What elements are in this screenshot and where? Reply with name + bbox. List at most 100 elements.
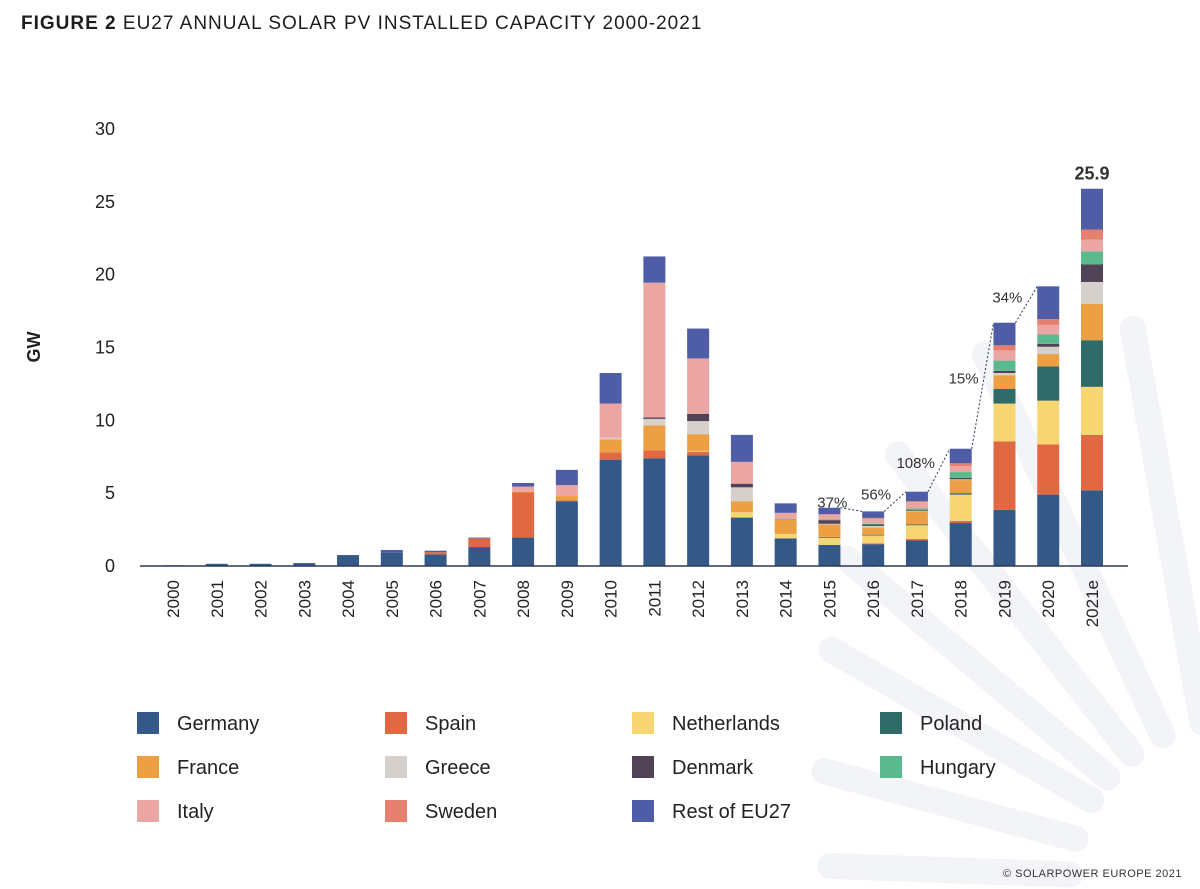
sunburst-ray [884,441,1145,767]
bar-segment-poland [1081,340,1103,387]
bar-segment-italy [1037,324,1060,335]
legend-swatch [137,800,159,822]
bar-segment-germany [599,459,622,566]
legend-label: France [177,757,239,779]
bar-segment-germany [862,544,885,566]
bar-segment-netherlands [730,512,753,518]
bar-segment-hungary [1081,251,1103,265]
bar-stack-2019 [993,322,1016,566]
bar-segment-spain [730,517,753,519]
legend-label: Sweden [425,801,497,823]
bar-segment-spain [993,441,1016,510]
bar-stack-2018 [949,448,972,566]
bar-stack-2016 [862,511,885,566]
bar-segment-sweden [949,463,972,467]
legend-item-denmark: Denmark [632,756,754,779]
x-tick-label: 2017 [908,580,927,618]
bar-stack-2006 [424,550,447,566]
bar-segment-netherlands [1081,386,1103,435]
bar-segment-germany [1037,494,1060,566]
x-tick-label: 2012 [689,580,708,618]
bar-segment-france [687,434,710,451]
bar-segment-germany [380,552,403,566]
bar-segment-germany [993,509,1016,566]
bar-segment-netherlands [687,450,710,452]
bar-segment-netherlands [774,533,797,539]
bar-segment-greece [730,487,753,502]
y-tick-label: 20 [95,265,115,285]
bar-segment-spain [862,543,885,545]
bar-segment-greece [643,418,666,426]
bar-stack-2012 [687,328,710,566]
bar-segment-france [599,439,622,453]
bar-segment-spain [1037,444,1060,495]
legend-label: Spain [425,713,476,735]
bar-segment-italy [862,518,885,524]
bar-stack-2003 [293,563,316,566]
x-tick-label: 2006 [427,580,446,618]
x-tick-label: 2005 [383,580,402,618]
bar-segment-germany [905,540,928,566]
bar-stack-2004 [337,555,360,566]
sunburst-ray [811,758,1089,852]
bar-segment-denmark [993,370,1016,373]
bar-segment-italy [993,350,1016,361]
bar-segment-hungary [949,472,972,478]
bar-segment-rest-of-eu27 [468,537,491,539]
bar-segment-rest-of-eu27 [643,256,666,283]
legend-swatch [137,756,159,778]
bar-segment-hungary [1037,334,1060,344]
bar-segment-poland [862,534,885,536]
bar-segment-spain [468,538,491,548]
legend-item-sweden: Sweden [385,800,497,823]
x-tick-label: 2015 [820,580,839,618]
growth-label: 15% [949,371,979,388]
growth-label: 37% [817,495,847,512]
bar-segment-rest-of-eu27 [818,507,841,515]
growth-connector [971,322,994,449]
bar-stack-2007 [468,537,491,566]
y-tick-label: 5 [105,483,115,503]
bar-segment-greece [1037,346,1060,355]
bar-segment-italy [555,485,578,497]
bar-segment-greece [1081,281,1103,304]
x-tick-label: 2013 [733,580,752,618]
bar-segment-denmark [818,520,841,524]
bar-segment-france [949,480,972,494]
bar-stack-2021e [1081,188,1103,566]
x-tick-label: 2018 [952,580,971,618]
bar-segment-poland [1037,366,1060,401]
bar-segment-germany [512,537,535,566]
bar-stack-2011 [643,256,666,566]
bar-segment-italy [1081,239,1103,252]
bar-segment-rest-of-eu27 [424,550,447,553]
bar-segment-denmark [949,477,972,480]
sunburst-watermark [811,315,1200,888]
bar-segment-denmark [1081,264,1103,282]
bar-segment-netherlands [949,494,972,521]
bar-segment-greece [862,525,885,528]
y-tick-label: 25 [95,192,115,212]
x-tick-label: 2016 [864,580,883,618]
bar-segment-netherlands [1037,400,1060,445]
x-tick-label: 2011 [645,580,664,617]
bar-segment-sweden [905,501,928,502]
bar-segment-france [1037,354,1060,367]
legend-swatch [632,756,654,778]
bar-segment-germany [205,563,228,566]
bar-segment-germany [468,547,491,566]
x-tick-label: 2000 [164,580,183,618]
bar-segment-italy [774,512,797,519]
legend-item-poland: Poland [880,712,982,735]
legend-swatch [385,712,407,734]
bar-segment-sweden [862,517,885,519]
bar-segment-spain [555,500,578,502]
legend-item-rest-of-eu27: Rest of EU27 [632,800,791,823]
bar-segment-rest-of-eu27 [774,503,797,513]
y-tick-label: 30 [95,119,115,139]
bar-segment-sweden [1081,229,1103,240]
bar-segment-rest-of-eu27 [730,434,753,462]
bar-segment-netherlands [862,535,885,544]
growth-label: 34% [992,290,1022,307]
bar-segment-germany [643,458,666,566]
